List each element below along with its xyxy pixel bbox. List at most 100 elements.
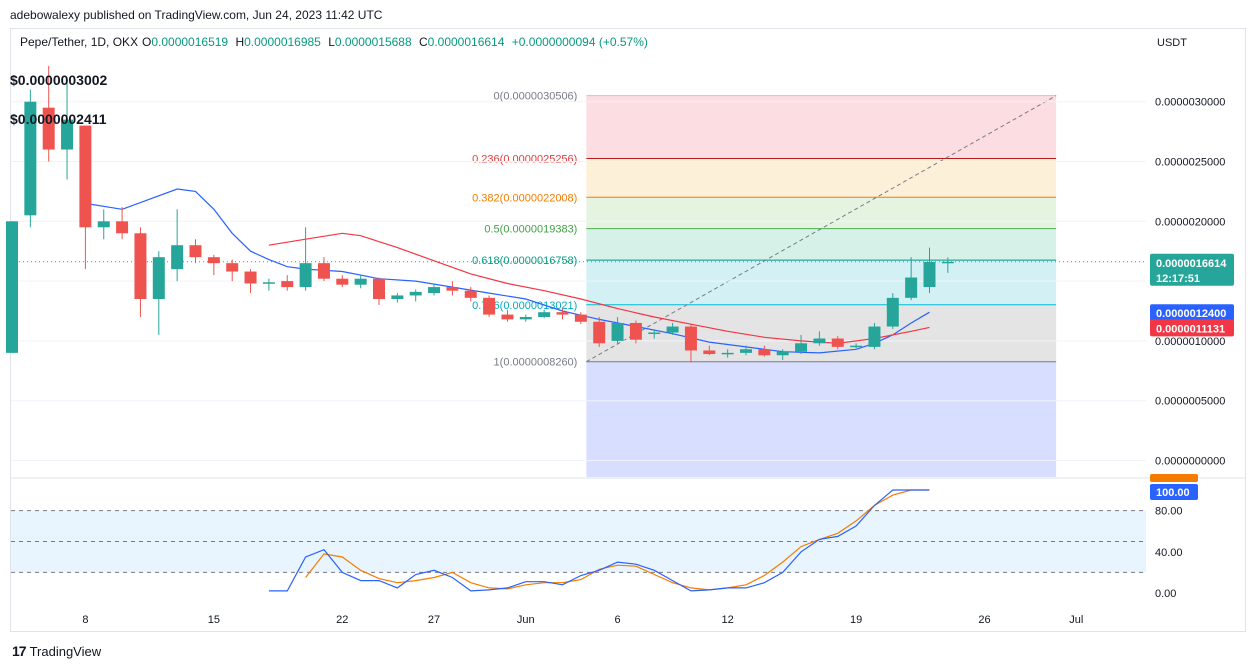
candle-body <box>42 107 55 150</box>
candle-body <box>556 312 569 315</box>
stochastic-panel: 80.00 40.00 0.00 <box>11 489 1183 600</box>
currency-label: USDT <box>1157 37 1187 49</box>
candle-body <box>6 221 18 353</box>
candle-body <box>611 322 624 341</box>
candle <box>611 316 624 345</box>
candle-body <box>593 321 606 344</box>
candle <box>574 312 587 325</box>
change-value: +0.0000000094 (+0.57%) <box>512 35 648 49</box>
last-price-badge-bg <box>1150 253 1234 286</box>
candle-body <box>905 277 918 298</box>
fib-retracement: 0(0.0000030506) 0.236(0.0000025256) 0.382(… <box>472 91 1057 477</box>
candle <box>97 209 110 240</box>
candle <box>226 259 239 282</box>
fib-zone-0.5 <box>586 228 1057 261</box>
stoch-k-badge-text: 100.00 <box>1156 487 1190 499</box>
candle <box>171 209 184 282</box>
candle <box>24 89 37 228</box>
candle <box>299 227 312 291</box>
candle <box>813 331 826 346</box>
time-tick-label: Jun <box>517 614 535 626</box>
fib-zone-0.382 <box>586 197 1057 229</box>
candle <box>79 125 92 270</box>
candle <box>244 269 257 294</box>
stoch-k-badge-bg <box>1150 484 1198 500</box>
candle <box>831 336 844 350</box>
ma-blue-line <box>85 188 930 354</box>
candle <box>152 251 165 335</box>
candle-body <box>464 290 477 298</box>
candle-body <box>868 326 881 347</box>
candle-body <box>244 271 257 284</box>
candle-body <box>648 332 661 335</box>
candle <box>740 345 752 356</box>
candle <box>941 257 954 273</box>
fib-label-0: 0(0.0000030506) <box>494 91 578 103</box>
price-badges: 0.0000016614 12:17:51 0.0000012400 0.000001… <box>1150 253 1234 500</box>
h-value: 0.0000016985 <box>244 35 321 49</box>
indicator-value-1: $0.0000003002 <box>10 72 108 88</box>
candle-body <box>501 314 514 320</box>
candle <box>207 254 220 276</box>
candle-body <box>391 295 404 300</box>
footer-brand[interactable]: 17 TradingView <box>12 643 101 659</box>
candle-body <box>409 291 422 296</box>
candle-body <box>666 326 679 333</box>
candle <box>905 257 918 301</box>
candle-body <box>262 282 275 284</box>
candle-body <box>813 338 826 344</box>
price-tick-label: 0.0000010000 <box>1155 336 1225 348</box>
candle <box>593 316 606 347</box>
time-tick-label: 27 <box>428 614 440 626</box>
candle <box>868 322 881 350</box>
candle <box>281 275 294 291</box>
h-label: H <box>235 35 244 49</box>
candle-body <box>134 233 147 300</box>
blue-ma-badge: 0.0000012400 <box>1150 304 1234 322</box>
o-value: 0.0000016519 <box>151 35 228 49</box>
grid <box>10 101 1246 479</box>
price-tick-label: 0.0000030000 <box>1155 97 1225 109</box>
publisher-caption: adebowalexy published on TradingView.com… <box>10 8 383 22</box>
candle <box>501 309 514 322</box>
candle-body <box>941 261 954 264</box>
stoch-tick-label: 0.00 <box>1155 588 1176 600</box>
candle <box>538 309 551 319</box>
candle-body <box>171 245 184 270</box>
o-label: O <box>142 35 151 49</box>
candle <box>703 345 716 356</box>
candle <box>61 77 74 180</box>
fib-trend-line <box>586 95 1057 363</box>
candle <box>684 324 697 363</box>
symbol-label: Pepe/Tether, 1D, OKX <box>20 35 138 49</box>
time-tick-label: 6 <box>614 614 620 626</box>
last-price-badge: 0.0000016614 12:17:51 <box>1150 253 1234 286</box>
candle-body <box>24 101 37 216</box>
price-tick-label: 0.0000025000 <box>1155 157 1225 169</box>
candle <box>262 278 275 291</box>
red-ma-badge-bg <box>1150 319 1234 337</box>
candle-body <box>189 245 202 258</box>
candle-body <box>207 257 220 264</box>
fib-label-0.236: 0.236(0.0000025256) <box>472 153 577 165</box>
candle <box>428 283 441 296</box>
candle <box>483 295 496 317</box>
candle <box>116 206 129 240</box>
legend: Pepe/Tether, 1D, OKX O0.0000016519 H0.00… <box>10 35 1187 127</box>
stoch-d-badge <box>1150 474 1198 482</box>
stoch-d-line <box>305 489 930 591</box>
candle-body <box>721 352 734 355</box>
candles <box>6 65 954 363</box>
candle <box>336 275 349 288</box>
candle <box>850 343 863 349</box>
fib-zone-1 <box>586 361 1057 477</box>
fib-zone-0 <box>586 95 1057 159</box>
red-ma-badge: 0.0000011131 <box>1150 319 1234 337</box>
candle <box>556 308 569 320</box>
candle-body <box>79 125 92 228</box>
candle-body <box>116 221 129 234</box>
candle <box>776 349 789 361</box>
candle-body <box>629 322 642 340</box>
candle-body <box>373 278 385 300</box>
